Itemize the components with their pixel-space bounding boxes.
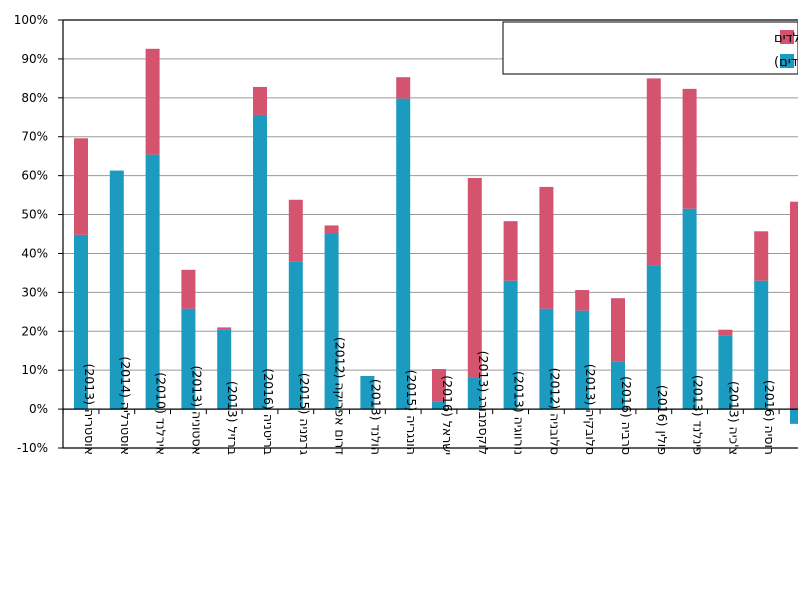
x-category-label: דרום אפריקה (2012) (333, 337, 348, 455)
legend-swatch (780, 30, 794, 44)
x-category-label: בריטניה (2016) (261, 368, 276, 455)
y-tick-label: 100% (14, 13, 48, 27)
legend-label: קצבאות ילדים (774, 31, 798, 46)
y-tick-label: -10% (17, 441, 48, 455)
bar-child-benefits (432, 369, 446, 402)
bar-taxes-transfers (718, 335, 733, 410)
x-category-label: ישראל (2016) (440, 375, 455, 455)
bar-child-benefits (467, 177, 482, 378)
x-category-label: סרביה (2016) (619, 376, 634, 455)
bar-taxes-transfers (754, 280, 769, 410)
x-category-label: פולין (2016) (655, 385, 670, 455)
bar-taxes-transfers (432, 401, 446, 410)
bar-child-benefits (181, 269, 196, 309)
legend-swatch (780, 54, 794, 68)
y-tick-label: 80% (21, 91, 48, 105)
bar-taxes-transfers (646, 265, 661, 410)
x-category-label: גרמניה (2015) (297, 373, 312, 455)
x-category-label: צ'כיה (2013) (726, 381, 741, 455)
bar-taxes-transfers (217, 329, 232, 410)
y-tick-label: 20% (21, 324, 48, 338)
x-category-label: סלובניה (2012) (547, 368, 562, 455)
bar-child-benefits (503, 221, 518, 281)
y-tick-label: 0% (29, 402, 48, 416)
y-tick-label: 90% (21, 52, 48, 66)
x-category-label: הולנד (2013) (368, 379, 383, 455)
y-tick-label: 70% (21, 130, 48, 144)
bar-taxes-transfers (288, 261, 303, 410)
y-tick-label: 10% (21, 363, 48, 377)
axes (58, 19, 798, 449)
bar-child-benefits (682, 88, 697, 209)
x-category-label: סלובקיה (2013) (583, 364, 598, 455)
bar-taxes-transfers (145, 154, 160, 410)
y-axis-tick-labels: -10% 0% 10% 20% 30% 40% 50% 60% 70% 80% 90% 100% (14, 13, 48, 455)
bar-child-benefits (646, 78, 661, 266)
bar-child-benefits (324, 225, 339, 234)
y-tick-label: 30% (21, 285, 48, 299)
bar-taxes-transfers (575, 310, 590, 410)
x-axis-category-labels: אוסטריה (2013) אוסטרליה (2014) אירלנד (201… (82, 337, 777, 456)
bar-taxes-transfers (181, 308, 196, 410)
bar-child-benefits (718, 329, 733, 336)
bar-child-benefits (288, 199, 303, 262)
bar-taxes-transfers (360, 376, 375, 410)
bar-taxes-transfers (396, 98, 411, 410)
bar-child-benefits (396, 77, 411, 99)
y-tick-label: 50% (21, 208, 48, 222)
x-category-label: נורווגיה (2013) (512, 371, 527, 455)
x-category-label: ברזיל (2013) (225, 381, 240, 455)
bar-taxes-transfers (682, 208, 697, 410)
legend-box (502, 21, 798, 75)
bar-child-benefits (145, 48, 160, 155)
legend: קצבאות ילדים מיסים והעברות (ללא קצבאות יל… (502, 21, 798, 75)
bar-child-benefits (790, 201, 798, 410)
bar-taxes-transfers (253, 114, 267, 410)
bar-child-benefits (754, 231, 769, 281)
legend-label: מיסים והעברות (ללא קצבאות ילדים) (774, 55, 798, 70)
bar-taxes-transfers (611, 361, 625, 410)
bar-taxes-transfers (539, 308, 554, 410)
x-category-label: פינלנד (2013) (691, 375, 706, 455)
bar-child-benefits (611, 298, 625, 362)
bar-child-benefits (575, 290, 590, 311)
x-category-label: הונגריה (2015) (404, 370, 419, 455)
y-tick-label: 60% (21, 169, 48, 183)
bar-child-benefits (74, 138, 88, 235)
x-category-label: רוסיה (2016) (762, 380, 777, 455)
x-category-label: אירלנד (2010) (154, 372, 169, 455)
bar-child-benefits (253, 86, 267, 115)
bar-taxes-transfers (109, 170, 124, 410)
bar-child-benefits (217, 327, 232, 330)
x-category-label: אסטוניה (2013) (189, 366, 204, 456)
x-category-label: אוסטריה (2013) (82, 363, 97, 455)
bar-taxes-transfers (324, 234, 339, 410)
bar-child-benefits (539, 186, 554, 309)
y-tick-label: 40% (21, 246, 48, 260)
bar-taxes-transfers (503, 280, 518, 410)
bar-taxes-transfers (790, 409, 798, 424)
x-category-label: לוקסמבורג (2013) (476, 351, 491, 455)
bar-taxes-transfers (74, 234, 88, 410)
bar-taxes-transfers (467, 377, 482, 410)
x-category-label: אוסטרליה (2014) (118, 356, 133, 455)
bars (74, 48, 798, 424)
